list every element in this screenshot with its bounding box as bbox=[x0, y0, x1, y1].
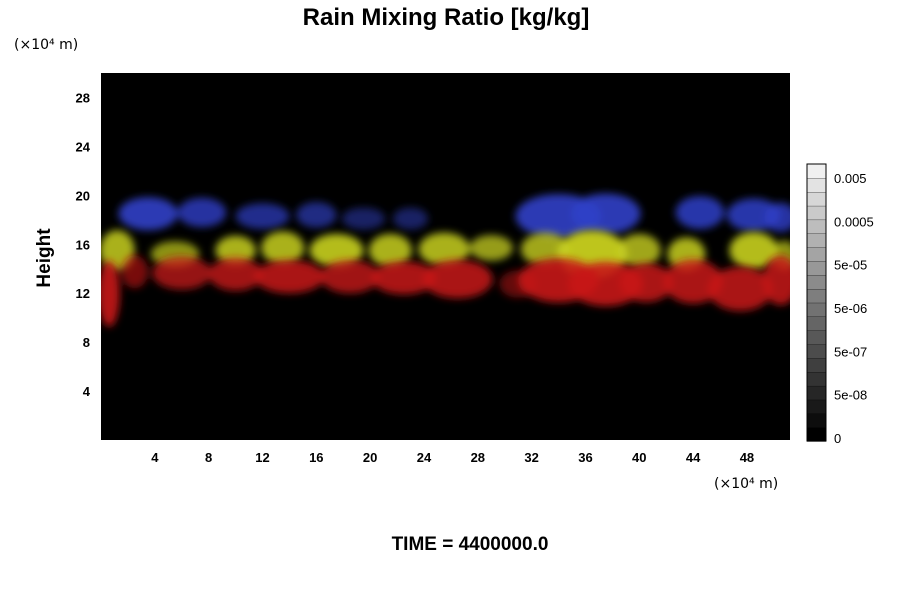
rain-blob bbox=[393, 207, 429, 230]
rain-blob bbox=[296, 202, 337, 228]
rain-blob bbox=[619, 263, 673, 303]
x-tick-label: 28 bbox=[471, 450, 485, 465]
colorbar-swatch bbox=[806, 260, 827, 276]
colorbar-swatch bbox=[806, 205, 827, 221]
colorbar: 0.005 0.0005 5e-05 5e-06 5e-07 5e-08 0 bbox=[806, 163, 874, 446]
colorbar-swatch bbox=[806, 302, 827, 318]
rain-layers bbox=[101, 193, 790, 327]
chart-title: Rain Mixing Ratio [kg/kg] bbox=[303, 4, 590, 31]
rain-blob bbox=[215, 235, 256, 266]
colorbar-swatch bbox=[806, 219, 827, 234]
rain-blob bbox=[763, 255, 790, 306]
x-tick-label: 16 bbox=[309, 450, 323, 465]
rain-blob bbox=[101, 260, 120, 327]
y-tick-label: 20 bbox=[76, 188, 90, 203]
rain-blob bbox=[469, 235, 513, 261]
rain-blob bbox=[152, 256, 212, 290]
rain-layer-upper bbox=[118, 193, 790, 239]
colorbar-swatch bbox=[806, 316, 827, 331]
x-tick-label: 32 bbox=[524, 450, 538, 465]
colorbar-label: 0.005 bbox=[834, 171, 867, 186]
colorbar-label: 5e-07 bbox=[834, 344, 867, 359]
rain-blob bbox=[617, 233, 661, 267]
x-tick-label: 8 bbox=[205, 450, 212, 465]
y-tick-label: 4 bbox=[83, 384, 91, 399]
rain-blob bbox=[121, 255, 149, 289]
colorbar-label: 5e-05 bbox=[834, 258, 867, 273]
colorbar-label: 0 bbox=[834, 431, 841, 446]
y-ticks: 4 8 12 16 20 24 28 bbox=[76, 90, 91, 399]
x-ticks: 4 8 12 16 20 24 28 32 36 40 44 48 bbox=[151, 450, 754, 465]
colorbar-swatch bbox=[806, 274, 827, 290]
rain-blob bbox=[675, 195, 725, 229]
colorbar-swatch bbox=[806, 177, 827, 193]
rain-blob bbox=[118, 197, 178, 231]
x-tick-label: 20 bbox=[363, 450, 377, 465]
x-axis-unit: (×10⁴ m) bbox=[714, 476, 778, 492]
colorbar-swatch bbox=[806, 246, 827, 262]
colorbar-swatch bbox=[806, 330, 827, 345]
colorbar-swatch bbox=[806, 399, 827, 414]
rain-blob bbox=[520, 232, 570, 266]
rain-blob bbox=[320, 260, 380, 294]
rain-blob bbox=[208, 257, 263, 291]
colorbar-swatch bbox=[806, 233, 827, 248]
y-tick-label: 24 bbox=[76, 139, 91, 154]
y-axis-label: Height bbox=[34, 228, 55, 288]
rain-blob bbox=[371, 261, 437, 295]
rain-blob bbox=[235, 203, 290, 229]
colorbar-frame bbox=[806, 163, 827, 442]
colorbar-label: 5e-08 bbox=[834, 388, 867, 403]
rain-blob bbox=[422, 259, 493, 299]
rain-blob bbox=[418, 232, 470, 266]
colorbar-swatch bbox=[806, 413, 827, 428]
rain-blob bbox=[254, 260, 325, 294]
x-tick-label: 4 bbox=[151, 450, 159, 465]
rain-blob bbox=[341, 207, 385, 230]
rain-blob bbox=[177, 197, 227, 228]
y-tick-label: 16 bbox=[76, 237, 90, 252]
colorbar-swatch bbox=[806, 426, 827, 442]
rain-blob bbox=[368, 233, 412, 267]
x-tick-label: 24 bbox=[417, 450, 432, 465]
rain-blob bbox=[729, 232, 778, 269]
rain-blob bbox=[764, 202, 790, 233]
colorbar-swatch bbox=[806, 385, 827, 401]
colorbar-swatch bbox=[806, 343, 827, 359]
colorbar-swatch bbox=[806, 357, 827, 373]
rain-blob bbox=[707, 266, 773, 311]
x-tick-label: 40 bbox=[632, 450, 646, 465]
y-tick-label: 8 bbox=[83, 335, 90, 350]
y-tick-label: 28 bbox=[76, 90, 90, 105]
colorbar-swatch bbox=[806, 288, 827, 304]
colorbar-label: 5e-06 bbox=[834, 301, 867, 316]
colorbar-swatch bbox=[806, 371, 827, 387]
rain-blob bbox=[261, 231, 305, 265]
colorbar-swatch bbox=[806, 191, 827, 207]
colorbar-swatch bbox=[806, 163, 827, 179]
x-tick-label: 12 bbox=[255, 450, 269, 465]
rain-layer-lower bbox=[101, 255, 790, 327]
x-tick-label: 44 bbox=[686, 450, 701, 465]
rain-blob bbox=[663, 259, 723, 304]
time-label: TIME = 4400000.0 bbox=[392, 534, 549, 555]
rain-blob bbox=[309, 233, 364, 267]
rain-blob bbox=[570, 193, 641, 234]
x-tick-label: 48 bbox=[740, 450, 754, 465]
y-axis-unit: (×10⁴ m) bbox=[14, 37, 78, 53]
y-tick-label: 12 bbox=[76, 286, 90, 301]
colorbar-label: 0.0005 bbox=[834, 214, 874, 229]
x-tick-label: 36 bbox=[578, 450, 592, 465]
